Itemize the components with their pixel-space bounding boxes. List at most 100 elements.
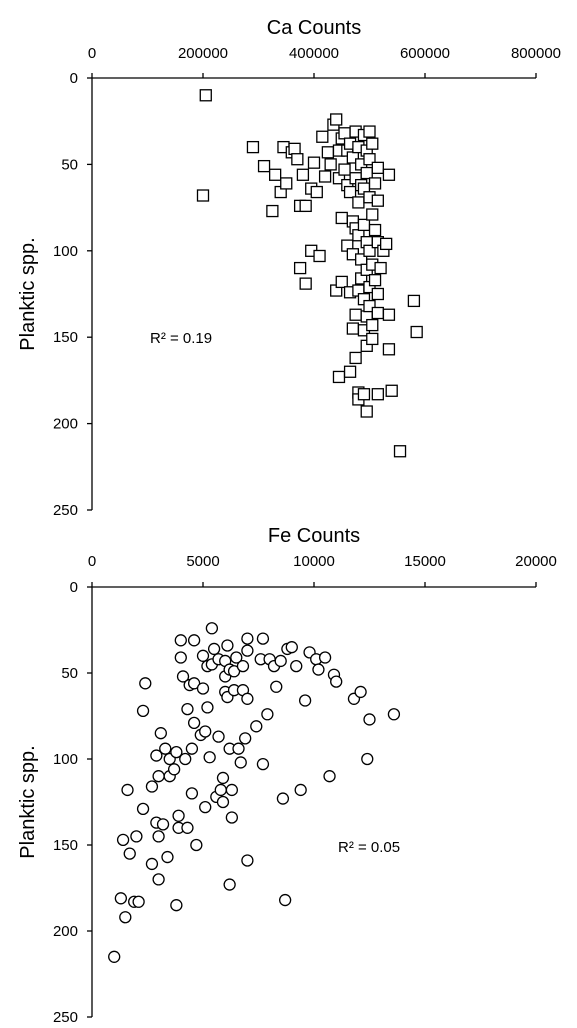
data-point-circle xyxy=(170,745,183,759)
data-point-square xyxy=(371,306,384,320)
data-point-circle xyxy=(225,783,239,797)
y-tick-label: 100 xyxy=(53,751,78,768)
data-point-circle xyxy=(187,634,201,647)
data-point-circle xyxy=(241,632,254,645)
chart-title: Ca Counts xyxy=(267,17,362,39)
data-point-circle xyxy=(190,838,203,852)
data-point-circle xyxy=(236,659,250,673)
data-point-square xyxy=(366,332,379,346)
data-point-circle xyxy=(225,811,239,824)
data-point-circle xyxy=(203,751,216,764)
data-point-square xyxy=(374,261,387,275)
data-point-circle xyxy=(216,771,230,785)
data-point-circle xyxy=(361,752,374,766)
data-point-circle xyxy=(241,644,254,657)
data-point-circle xyxy=(161,850,174,864)
data-point-circle xyxy=(241,692,254,705)
data-point-circle xyxy=(212,730,225,743)
data-point-square xyxy=(313,249,326,263)
data-point-circle xyxy=(270,680,283,693)
data-point-circle xyxy=(239,732,252,745)
data-point-circle xyxy=(278,893,292,907)
data-point-circle xyxy=(187,677,201,690)
data-point-circle xyxy=(363,713,376,726)
data-point-circle xyxy=(241,854,254,867)
data-point-circle xyxy=(227,665,241,678)
data-point-circle xyxy=(323,770,336,783)
data-point-circle xyxy=(250,720,263,733)
data-point-circle xyxy=(159,742,172,755)
data-point-square xyxy=(268,168,282,181)
y-tick-label: 0 xyxy=(70,70,78,87)
data-point-circle xyxy=(199,801,212,814)
data-point-circle xyxy=(207,642,221,656)
data-point-circle xyxy=(232,742,245,755)
data-point-square xyxy=(410,325,423,339)
data-point-circle xyxy=(152,770,165,783)
data-point-square xyxy=(324,158,337,171)
data-point-circle xyxy=(152,873,165,886)
data-point-square xyxy=(346,322,360,335)
data-point-circle xyxy=(261,708,274,721)
x-tick-label: 10000 xyxy=(293,553,335,570)
data-point-square xyxy=(293,261,307,275)
data-point-circle xyxy=(223,878,236,891)
data-point-circle xyxy=(174,634,187,647)
data-point-circle xyxy=(116,833,130,846)
data-point-square xyxy=(382,343,396,356)
data-point-square xyxy=(393,445,407,458)
data-point-circle xyxy=(387,708,401,721)
x-tick-label: 200000 xyxy=(178,45,228,62)
data-point-circle xyxy=(114,892,128,905)
data-point-circle xyxy=(256,632,270,645)
y-tick-label: 50 xyxy=(61,665,78,682)
data-point-square xyxy=(199,89,212,102)
data-point-square xyxy=(338,127,351,140)
data-point-circle xyxy=(167,763,181,776)
data-point-square xyxy=(382,168,396,181)
data-point-circle xyxy=(214,783,227,797)
data-point-square xyxy=(366,137,379,150)
data-point-circle xyxy=(130,830,143,843)
data-point-circle xyxy=(199,725,212,738)
data-point-circle xyxy=(145,780,159,793)
data-point-square xyxy=(363,125,376,138)
x-tick-label: 0 xyxy=(88,553,96,570)
data-point-square xyxy=(366,318,379,332)
data-point-square xyxy=(257,159,271,173)
data-point-circle xyxy=(185,787,199,800)
x-tick-label: 15000 xyxy=(404,553,446,570)
y-tick-label: 0 xyxy=(70,579,78,596)
data-point-circle xyxy=(354,685,367,699)
data-point-square xyxy=(246,140,260,154)
data-point-square xyxy=(368,223,382,237)
data-point-circle xyxy=(205,622,219,635)
y-tick-label: 50 xyxy=(61,156,78,173)
data-point-circle xyxy=(174,651,187,664)
data-point-circle xyxy=(276,792,290,805)
data-point-circle xyxy=(152,830,165,843)
x-tick-label: 0 xyxy=(88,45,96,62)
data-point-circle xyxy=(312,663,325,676)
data-point-circle xyxy=(136,704,150,717)
data-point-circle xyxy=(156,818,170,831)
data-point-square xyxy=(363,244,376,257)
r-squared-annotation: R² = 0.05 xyxy=(338,839,400,856)
data-point-square xyxy=(368,274,382,287)
data-point-square xyxy=(332,370,346,384)
r-squared-annotation: R² = 0.19 xyxy=(150,330,212,347)
data-point-circle xyxy=(139,677,152,690)
y-tick-label: 100 xyxy=(53,243,78,260)
data-point-square xyxy=(382,308,396,321)
data-point-circle xyxy=(318,651,332,664)
data-point-circle xyxy=(290,659,303,673)
data-point-square xyxy=(343,365,357,378)
y-axis-label: Planktic spp. xyxy=(17,237,39,350)
data-point-square xyxy=(196,189,210,202)
x-tick-label: 400000 xyxy=(289,45,339,62)
x-tick-label: 800000 xyxy=(511,45,561,62)
data-point-circle xyxy=(108,950,121,963)
data-point-square xyxy=(352,196,365,209)
